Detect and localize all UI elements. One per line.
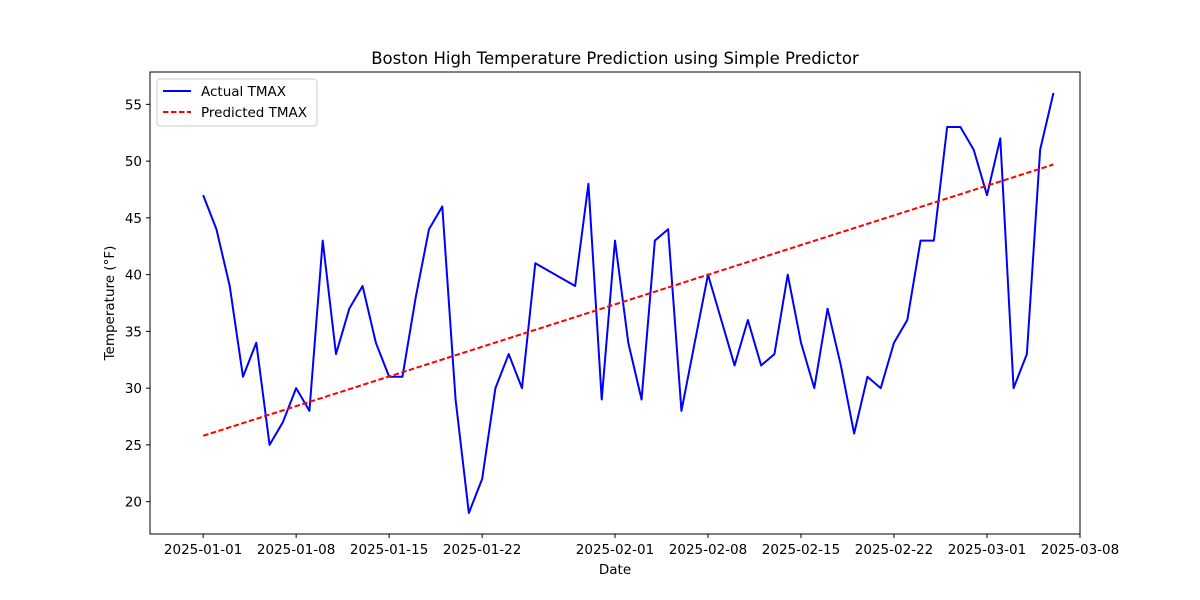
x-tick-label: 2025-01-22 xyxy=(443,542,521,558)
x-tick-label: 2025-02-01 xyxy=(576,542,654,558)
x-tick-label: 2025-02-08 xyxy=(669,542,747,558)
plot-area xyxy=(202,92,1055,514)
series-line-predicted xyxy=(202,163,1054,437)
x-tick-label: 2025-03-01 xyxy=(948,542,1026,558)
x-tick-label: 2025-03-08 xyxy=(1041,542,1119,558)
legend: Actual TMAX Predicted TMAX xyxy=(156,78,318,127)
x-tick-label: 2025-01-01 xyxy=(164,542,242,558)
x-axis: 2025-01-01 2025-01-08 2025-01-15 2025-01-22… xyxy=(164,534,1119,558)
y-tick-label: 40 xyxy=(125,268,142,284)
y-tick-label: 20 xyxy=(125,495,142,511)
y-tick-label: 45 xyxy=(125,211,142,227)
chart-title: Boston High Temperature Prediction using… xyxy=(371,49,859,68)
y-axis: 20 25 30 35 40 45 50 55 xyxy=(125,97,150,511)
y-tick-label: 30 xyxy=(125,381,142,397)
y-tick-label: 55 xyxy=(125,97,142,113)
y-tick-label: 35 xyxy=(125,324,142,340)
legend-label-predicted: Predicted TMAX xyxy=(201,105,307,121)
x-tick-label: 2025-01-08 xyxy=(257,542,335,558)
x-tick-label: 2025-02-22 xyxy=(855,542,933,558)
x-tick-label: 2025-02-15 xyxy=(762,542,840,558)
legend-label-actual: Actual TMAX xyxy=(201,84,286,100)
y-axis-label: Temperature (°F) xyxy=(102,246,118,362)
series-line-actual xyxy=(202,92,1055,514)
y-tick-label: 25 xyxy=(125,438,142,454)
x-tick-label: 2025-01-15 xyxy=(350,542,428,558)
y-tick-label: 50 xyxy=(125,154,142,170)
legend-box xyxy=(156,78,318,127)
x-axis-label: Date xyxy=(599,562,631,578)
